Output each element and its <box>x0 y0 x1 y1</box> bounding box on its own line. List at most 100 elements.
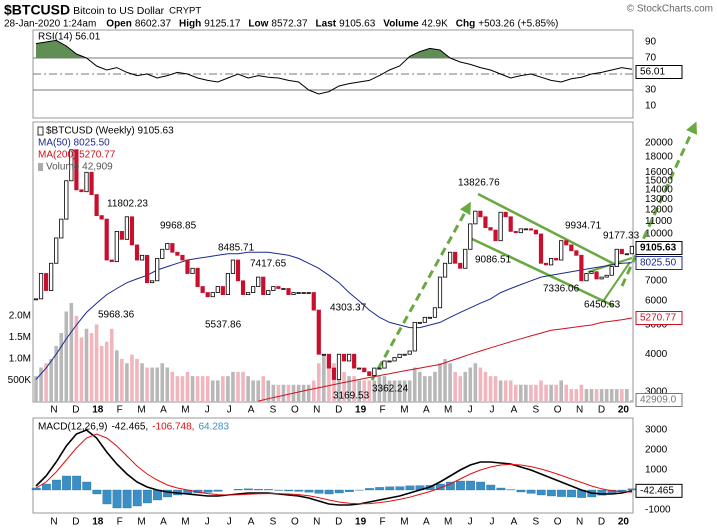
candle <box>129 216 135 246</box>
volume-bar <box>534 384 538 402</box>
quote-value: 9105.63 <box>339 19 376 30</box>
histogram-bar <box>435 483 445 491</box>
histogram-bar <box>254 489 263 491</box>
volume-bar <box>59 333 64 402</box>
x-tick-label: M <box>137 405 145 416</box>
candle <box>609 266 614 276</box>
volume-bar <box>180 376 185 402</box>
volume-bar <box>190 376 195 402</box>
candle <box>74 149 79 191</box>
quote-label: Last <box>316 19 337 30</box>
volume-bar <box>226 376 230 402</box>
x-tick-label: J <box>490 517 495 528</box>
y-tick-label: 16000 <box>645 167 673 178</box>
volume-tick-label: 2.0M <box>9 310 31 321</box>
symbol: $BTCUSD <box>4 2 70 18</box>
y-tick-label: 90 <box>645 37 657 48</box>
candle <box>372 367 377 376</box>
y-tick-label: 4000 <box>645 349 668 360</box>
instrument-name: Bitcoin to US Dollar <box>73 5 165 17</box>
volume-bar <box>296 384 301 402</box>
volume-bar <box>604 389 609 402</box>
volume-bar <box>402 380 407 402</box>
x-tick-label: A <box>511 517 518 528</box>
candle <box>377 367 382 370</box>
volume-bar <box>125 363 129 402</box>
x-tick-label: 20 <box>618 517 630 528</box>
macd-legend: -106.748, <box>152 422 194 433</box>
y-tick-label: 3000 <box>645 387 668 398</box>
y-tick-label: -1000 <box>645 505 671 516</box>
copyright: © StockCharts.com <box>627 4 713 15</box>
candle <box>432 307 438 318</box>
x-tick-label: 18 <box>92 517 104 528</box>
volume-bar <box>418 371 422 402</box>
candle <box>503 211 508 218</box>
x-tick-label: N <box>50 405 57 416</box>
volume-bar <box>392 380 397 402</box>
x-tick-label: O <box>554 517 562 528</box>
candle <box>266 290 271 296</box>
channel-bottom <box>469 236 615 308</box>
volume-bar <box>34 376 38 402</box>
histogram-bar <box>243 488 253 491</box>
volume-bar <box>210 380 215 402</box>
volume-bar <box>493 376 498 402</box>
volume-bar <box>94 324 99 402</box>
x-tick-label: A <box>511 405 518 416</box>
quote-label: High <box>179 19 201 30</box>
candle <box>291 292 296 296</box>
x-tick-label: O <box>291 517 299 528</box>
volume-bar <box>508 380 513 402</box>
quote-label: Chg <box>456 19 475 30</box>
candle <box>54 237 59 264</box>
volume-bar <box>594 389 599 402</box>
volume-bar <box>564 384 569 402</box>
histogram-bar <box>153 489 162 501</box>
candle <box>124 216 129 240</box>
volume-bar <box>170 371 175 402</box>
dashed-arrow <box>620 121 697 287</box>
candle <box>195 267 200 287</box>
x-tick-label: D <box>598 405 605 416</box>
moving-average <box>35 251 632 380</box>
volume-legend: Volume 42,909 <box>46 162 113 173</box>
volume-bar <box>519 384 523 402</box>
x-tick-label: D <box>598 517 605 528</box>
candle <box>387 360 392 363</box>
candle <box>559 240 564 261</box>
volume-bar <box>362 380 367 402</box>
x-tick-label: N <box>313 405 320 416</box>
volume-bar <box>165 367 170 402</box>
candle <box>357 367 362 370</box>
candle <box>407 350 412 355</box>
candle <box>518 228 523 234</box>
volume-bar <box>271 384 276 402</box>
price-annotation: 3169.53 <box>333 391 370 402</box>
volume-bar <box>352 376 356 402</box>
candle <box>336 353 342 380</box>
volume-bar <box>453 371 457 402</box>
value-box-label: 8025.50 <box>640 258 677 269</box>
x-tick-label: S <box>270 405 277 416</box>
candle <box>261 276 266 296</box>
value-box <box>635 65 683 79</box>
candle <box>346 353 352 362</box>
datetime: 28-Jan-2020 1:24am <box>4 19 96 30</box>
x-tick-label: M <box>137 517 145 528</box>
candle <box>89 171 94 195</box>
candle <box>498 211 503 242</box>
value-box-label: 9105.63 <box>640 243 677 254</box>
volume-bar <box>231 371 235 402</box>
macd-panel <box>32 417 634 514</box>
volume-bar <box>89 333 94 402</box>
volume-bar <box>54 346 58 402</box>
volume-bar <box>216 380 220 402</box>
volume-bar <box>433 371 437 402</box>
candle <box>49 262 54 291</box>
histogram-bar <box>546 489 556 497</box>
price-annotation: 5537.86 <box>205 320 242 331</box>
value-box-label: 56.01 <box>640 67 665 78</box>
volume-bar <box>559 380 563 402</box>
candle <box>402 353 407 356</box>
